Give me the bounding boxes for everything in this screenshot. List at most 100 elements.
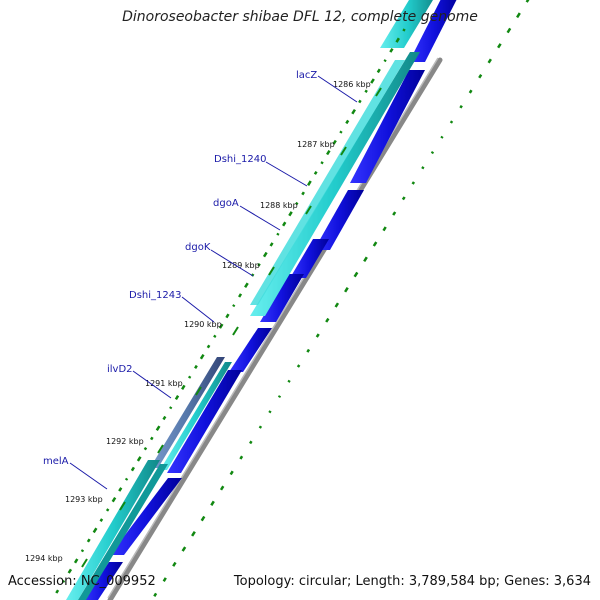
gc-dash <box>497 43 502 49</box>
kbp-ticks <box>81 87 382 568</box>
gc-dash <box>296 364 301 368</box>
gc-dash <box>326 149 331 156</box>
gc-dash <box>401 196 406 201</box>
gc-dash <box>372 241 378 247</box>
kbp-tick <box>119 501 126 511</box>
gc-dash <box>61 579 66 583</box>
kbp-tick <box>232 326 239 336</box>
leader-melA <box>69 462 108 490</box>
gene-label-lacZ: lacZ <box>296 70 317 81</box>
dotted-track-inner <box>55 28 406 594</box>
gc-dash <box>181 384 186 390</box>
gc-dash <box>169 406 173 410</box>
leader-Dshi_1243 <box>181 296 215 323</box>
cds-segment <box>84 562 123 600</box>
gc-dash <box>358 99 362 104</box>
gc-dash <box>313 170 318 175</box>
kbp-labels: 1286 kbp 1287 kbp 1288 kbp 1289 kbp 1290… <box>25 80 371 563</box>
backbone-line <box>107 57 443 600</box>
gc-dash <box>468 89 473 94</box>
kbp-label: 1289 kbp <box>222 261 260 270</box>
gc-dash <box>213 334 217 338</box>
kbp-label: 1287 kbp <box>297 140 335 149</box>
gc-dash <box>315 333 320 338</box>
gc-dash <box>320 161 324 165</box>
gc-dash <box>392 211 397 216</box>
cds-track-cyan <box>66 0 433 600</box>
gc-dash <box>459 104 463 109</box>
gene-label-Dshi_1243: Dshi_1243 <box>129 290 181 301</box>
gc-dash <box>210 500 215 506</box>
gc-dash <box>344 287 349 293</box>
gc-dash <box>130 466 135 472</box>
dotted-track-outer <box>153 0 530 597</box>
gc-dash <box>249 440 253 445</box>
cds-segment-melA-inner <box>78 464 168 600</box>
gc-dash <box>219 485 225 491</box>
gc-dash <box>363 256 368 263</box>
cds-segment <box>290 239 329 278</box>
leader-lacZ <box>317 75 358 103</box>
cds-segment <box>110 478 182 555</box>
gc-dash <box>282 221 287 227</box>
gc-dash <box>200 515 206 522</box>
gc-dash <box>99 518 104 522</box>
gc-dash <box>172 561 177 567</box>
kbp-label: 1286 kbp <box>333 80 371 89</box>
gc-dash <box>232 304 236 308</box>
map-title: Dinoroseobacter shibae DFL 12, complete … <box>122 9 478 25</box>
gc-dash <box>194 364 198 369</box>
leader-ilvD2 <box>132 370 172 399</box>
gc-dash <box>262 251 268 258</box>
kbp-label: 1291 kbp <box>145 379 183 388</box>
gc-dash <box>124 477 129 481</box>
kbp-tick <box>268 266 275 276</box>
gc-dash <box>332 139 337 145</box>
cds-track-blue <box>84 0 457 600</box>
cds-segment-ilvD2 <box>150 357 225 468</box>
gc-dash <box>238 293 243 298</box>
kbp-tick <box>375 87 382 97</box>
gene-label-dgoK: dgoK <box>185 242 211 253</box>
gc-dash <box>339 130 343 134</box>
gc-dash <box>395 37 400 43</box>
gc-dash <box>306 348 311 353</box>
kbp-tick <box>340 146 347 156</box>
gc-dash <box>440 135 444 139</box>
gc-dash <box>389 48 394 53</box>
gc-dash <box>506 27 512 34</box>
gc-dash <box>277 395 282 399</box>
gc-dash <box>268 410 272 414</box>
gc-dash <box>325 317 330 323</box>
gc-dash <box>111 496 117 503</box>
gc-dash <box>206 344 211 349</box>
gc-dash <box>345 119 350 125</box>
gc-dash <box>525 0 530 3</box>
gc-dash <box>55 589 60 594</box>
gc-dash <box>307 180 312 186</box>
gc-dash <box>225 313 230 319</box>
gene-labels: lacZ Dshi_1240 dgoA dgoK Dshi_1243 ilvD2… <box>43 70 317 467</box>
gc-dash <box>376 68 381 74</box>
gc-dash <box>295 201 299 206</box>
kbp-label: 1288 kbp <box>260 201 298 210</box>
cds-segment <box>260 274 304 322</box>
cds-segment-ilvD2-inner <box>160 362 232 470</box>
gc-dash <box>487 58 492 64</box>
kbp-label: 1292 kbp <box>106 437 144 446</box>
gc-dash <box>257 263 261 267</box>
gc-dash <box>67 568 73 574</box>
gc-dash <box>105 508 110 512</box>
cds-segment <box>409 0 457 62</box>
gc-dash <box>516 12 521 19</box>
cds-segment <box>314 190 364 250</box>
gene-label-dgoA: dgoA <box>213 198 239 209</box>
accession-text: Accession: NC_009952 <box>8 574 156 589</box>
gc-dash <box>430 151 435 155</box>
gc-dash <box>351 108 356 115</box>
gc-dash <box>382 226 387 232</box>
cds-segment <box>167 370 242 473</box>
gc-dash <box>153 592 158 597</box>
gc-dash <box>421 166 425 170</box>
